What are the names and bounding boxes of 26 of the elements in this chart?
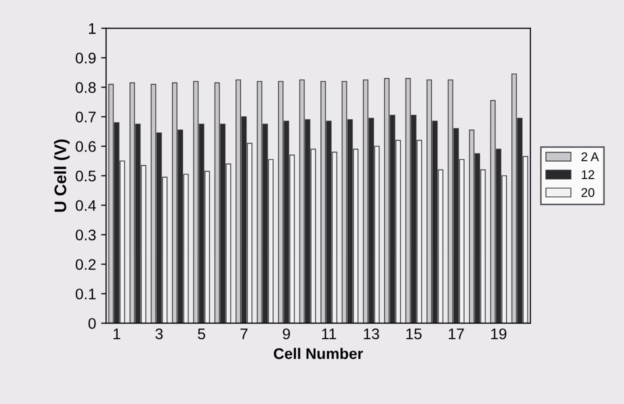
x-axis-title: Cell Number [274,348,364,360]
x-tick-label: 11 [322,328,336,340]
x-tick-label: 7 [240,328,248,340]
y-tick-label: 0.2 [76,259,96,270]
x-tick-label: 5 [198,328,206,340]
y-tick-label: 0.6 [76,141,96,152]
legend-label: 12 [582,170,594,179]
x-tick-label: 19 [491,328,506,340]
y-tick-label: 1 [89,23,96,34]
legend-label: 2 A [582,152,599,162]
y-tick-label: 0.5 [76,170,96,182]
y-tick-label: 0.3 [76,230,96,240]
y-tick-label: 0.1 [76,288,96,300]
legend-label: 20 [582,188,594,197]
y-tick-label: 0 [88,318,96,329]
y-tick-label: 0.9 [76,52,96,64]
x-tick-label: 17 [448,328,464,340]
y-tick-label: 0.7 [76,112,96,122]
y-tick-label: 0.8 [76,82,96,93]
x-tick-label: 9 [282,328,290,340]
y-tick-label: 0.4 [76,200,96,211]
x-tick-label: 15 [406,328,422,340]
x-tick-label: 13 [364,328,380,340]
x-tick-label: 3 [155,328,163,340]
y-axis-title: U Cell (V) [54,140,70,212]
x-tick-label: 1 [114,328,120,340]
